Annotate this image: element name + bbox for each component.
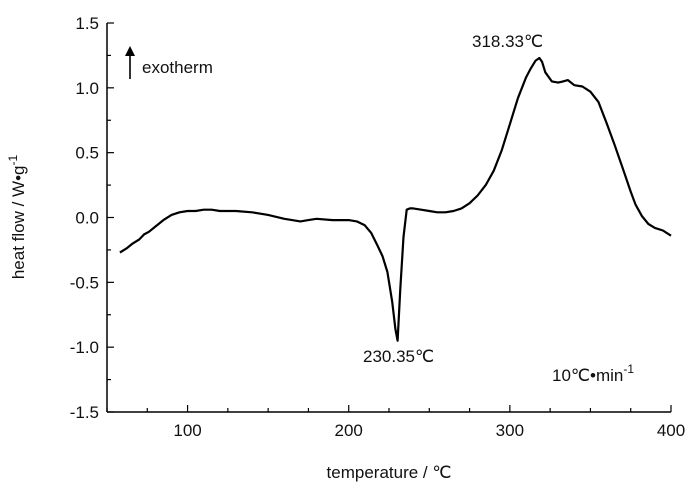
y-tick-label: 0.0 [75,209,99,228]
y-tick-label: -1.0 [70,338,99,357]
heat-flow-series-line [119,56,672,342]
y-axis-label: heat flow / W•g-1 [6,155,28,280]
y-tick-label: 1.5 [75,14,99,33]
heating-rate-label: 10℃•min-1 [552,362,634,385]
y-axis-label-main: heat flow / W•g [9,166,28,280]
exotherm-arrow-icon [125,46,135,56]
exotherm-label: exotherm [142,58,213,77]
y-tick-label: 0.5 [75,144,99,163]
y-axis-label-sup: -1 [6,155,20,166]
x-ticks: 100 200 300 400 [106,405,685,440]
x-tick-label: 300 [496,421,524,440]
y-ticks: -1.5 -1.0 -0.5 0.0 0.5 1.0 1.5 [70,14,114,422]
peak-exo-label: 318.33℃ [472,32,543,51]
peak-endo-label: 230.35℃ [363,347,434,366]
y-tick-label: 1.0 [75,79,99,98]
x-tick-label: 200 [335,421,363,440]
heating-rate-main: 10℃•min [552,366,623,385]
x-axis-label: temperature / ℃ [327,463,452,482]
y-tick-label: -0.5 [70,273,99,292]
heating-rate-sup: -1 [623,362,634,376]
x-tick-label: 400 [657,421,685,440]
x-tick-label: 100 [173,421,201,440]
exotherm-indicator: exotherm [125,46,213,79]
y-tick-label: -1.5 [70,403,99,422]
